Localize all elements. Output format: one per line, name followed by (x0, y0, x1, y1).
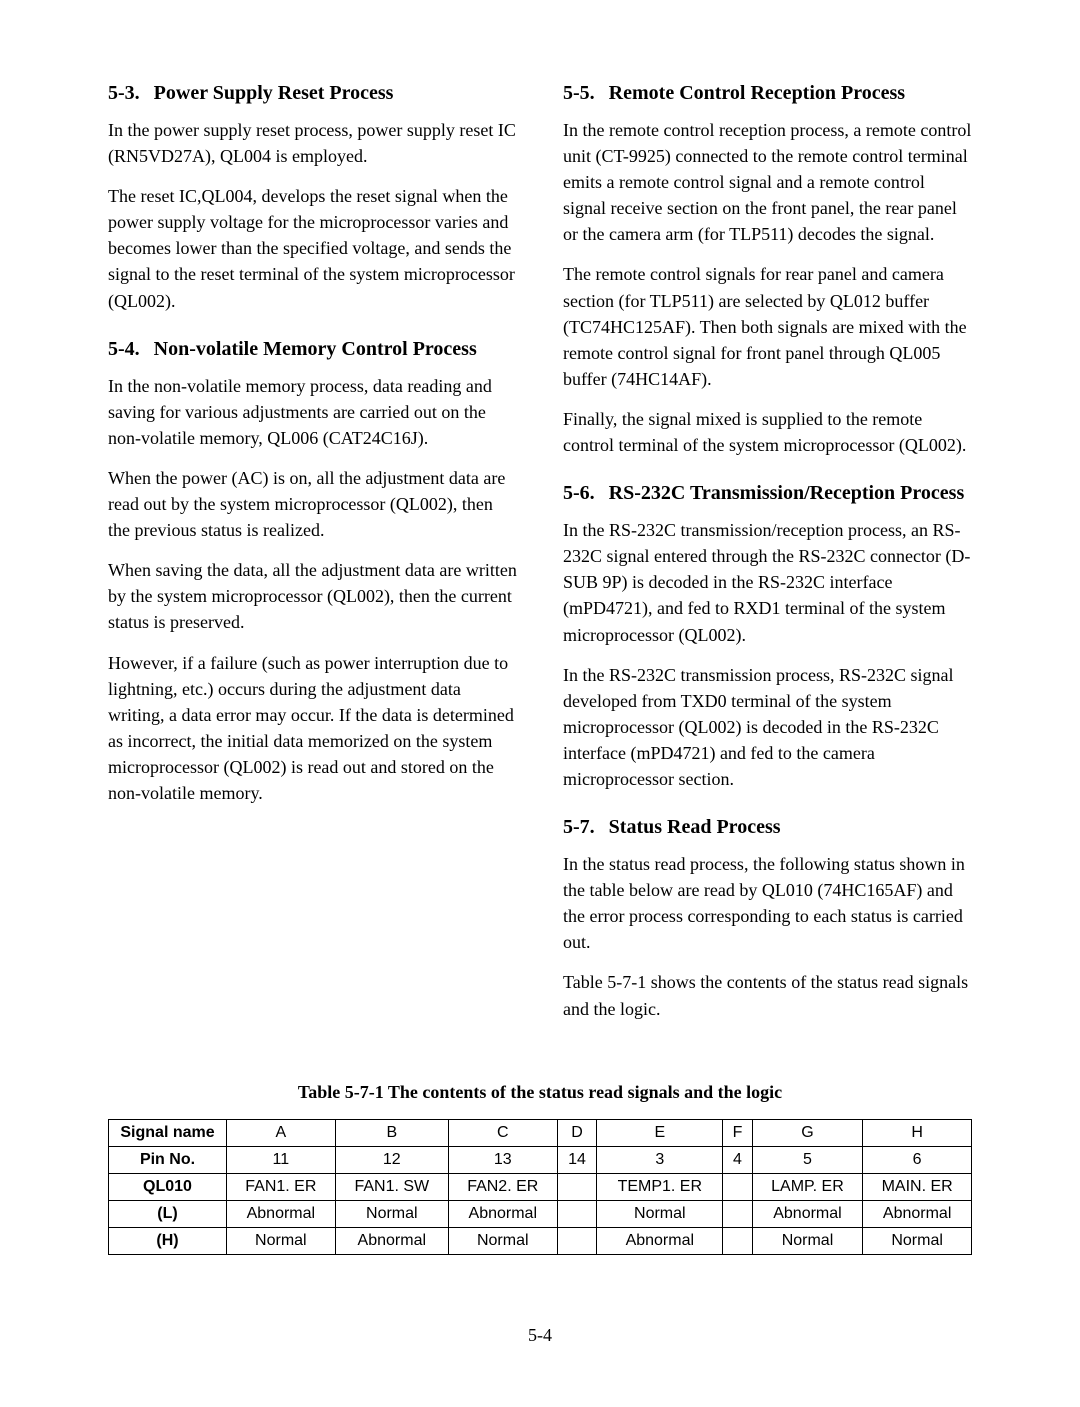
table-cell: FAN1. SW (335, 1173, 448, 1200)
heading-5-7: 5-7. Status Read Process (563, 816, 972, 839)
heading-number: 5-6. (563, 482, 595, 505)
table-cell (723, 1173, 752, 1200)
table-cell: Abnormal (448, 1200, 557, 1227)
heading-title: Remote Control Reception Process (609, 82, 905, 105)
table-cell: FAN2. ER (448, 1173, 557, 1200)
table-cell: H (863, 1119, 972, 1146)
status-read-table: Signal name A B C D E F G H Pin No. 11 1… (108, 1119, 972, 1255)
table-cell (557, 1200, 597, 1227)
table-cell: Abnormal (863, 1200, 972, 1227)
table-cell (557, 1173, 597, 1200)
table-row: Pin No. 11 12 13 14 3 4 5 6 (109, 1146, 972, 1173)
table-caption: Table 5-7-1 The contents of the status r… (108, 1082, 972, 1103)
table-cell: Normal (863, 1227, 972, 1254)
table-cell: Normal (448, 1227, 557, 1254)
heading-5-4: 5-4. Non-volatile Memory Control Process (108, 338, 517, 361)
table-cell: 3 (597, 1146, 723, 1173)
section-5-4: 5-4. Non-volatile Memory Control Process… (108, 338, 517, 806)
paragraph: The remote control signals for rear pane… (563, 261, 972, 391)
heading-5-6: 5-6. RS-232C Transmission/Reception Proc… (563, 482, 972, 505)
heading-number: 5-7. (563, 816, 595, 839)
table-cell: 14 (557, 1146, 597, 1173)
table-row: (H) Normal Abnormal Normal Abnormal Norm… (109, 1227, 972, 1254)
table-cell: B (335, 1119, 448, 1146)
table-cell (723, 1200, 752, 1227)
heading-number: 5-5. (563, 82, 595, 105)
section-5-7: 5-7. Status Read Process In the status r… (563, 816, 972, 1022)
table-cell: Abnormal (227, 1200, 336, 1227)
paragraph: In the RS-232C transmission process, RS-… (563, 662, 972, 792)
table-cell: Normal (335, 1200, 448, 1227)
table-cell: 12 (335, 1146, 448, 1173)
heading-number: 5-3. (108, 82, 140, 105)
row-header: Signal name (109, 1119, 227, 1146)
row-header: (H) (109, 1227, 227, 1254)
row-header: (L) (109, 1200, 227, 1227)
table-cell: Abnormal (335, 1227, 448, 1254)
section-5-6: 5-6. RS-232C Transmission/Reception Proc… (563, 482, 972, 792)
paragraph: In the power supply reset process, power… (108, 117, 517, 169)
table-cell: F (723, 1119, 752, 1146)
table-cell: D (557, 1119, 597, 1146)
table-cell: 6 (863, 1146, 972, 1173)
table-cell: TEMP1. ER (597, 1173, 723, 1200)
paragraph: However, if a failure (such as power int… (108, 650, 517, 807)
heading-5-5: 5-5. Remote Control Reception Process (563, 82, 972, 105)
paragraph: In the non-volatile memory process, data… (108, 373, 517, 451)
heading-title: Status Read Process (609, 816, 781, 839)
paragraph: Table 5-7-1 shows the contents of the st… (563, 969, 972, 1021)
left-column: 5-3. Power Supply Reset Process In the p… (108, 82, 517, 1046)
table-cell: LAMP. ER (752, 1173, 863, 1200)
right-column: 5-5. Remote Control Reception Process In… (563, 82, 972, 1046)
paragraph: The reset IC,QL004, develops the reset s… (108, 183, 517, 313)
table-row: Signal name A B C D E F G H (109, 1119, 972, 1146)
row-header: QL010 (109, 1173, 227, 1200)
page-number: 5-4 (108, 1325, 972, 1346)
paragraph: Finally, the signal mixed is supplied to… (563, 406, 972, 458)
table-cell: E (597, 1119, 723, 1146)
paragraph: When the power (AC) is on, all the adjus… (108, 465, 517, 543)
heading-5-3: 5-3. Power Supply Reset Process (108, 82, 517, 105)
table-cell: A (227, 1119, 336, 1146)
paragraph: In the remote control reception process,… (563, 117, 972, 247)
table-cell (557, 1227, 597, 1254)
table-cell: 4 (723, 1146, 752, 1173)
heading-title: Non-volatile Memory Control Process (154, 338, 477, 361)
paragraph: When saving the data, all the adjustment… (108, 557, 517, 635)
heading-title: Power Supply Reset Process (154, 82, 394, 105)
table-cell: FAN1. ER (227, 1173, 336, 1200)
table-cell: Normal (752, 1227, 863, 1254)
table-row: (L) Abnormal Normal Abnormal Normal Abno… (109, 1200, 972, 1227)
table-cell: 11 (227, 1146, 336, 1173)
table-cell (723, 1227, 752, 1254)
paragraph: In the status read process, the followin… (563, 851, 972, 955)
row-header: Pin No. (109, 1146, 227, 1173)
table-5-7-1-wrap: Table 5-7-1 The contents of the status r… (108, 1082, 972, 1255)
section-5-5: 5-5. Remote Control Reception Process In… (563, 82, 972, 458)
table-cell: Abnormal (752, 1200, 863, 1227)
table-cell: C (448, 1119, 557, 1146)
table-cell: 13 (448, 1146, 557, 1173)
paragraph: In the RS-232C transmission/reception pr… (563, 517, 972, 647)
table-cell: G (752, 1119, 863, 1146)
table-cell: Normal (597, 1200, 723, 1227)
heading-number: 5-4. (108, 338, 140, 361)
table-row: QL010 FAN1. ER FAN1. SW FAN2. ER TEMP1. … (109, 1173, 972, 1200)
table-cell: Normal (227, 1227, 336, 1254)
table-cell: MAIN. ER (863, 1173, 972, 1200)
section-5-3: 5-3. Power Supply Reset Process In the p… (108, 82, 517, 314)
table-cell: 5 (752, 1146, 863, 1173)
heading-title: RS-232C Transmission/Reception Process (609, 482, 965, 505)
table-cell: Abnormal (597, 1227, 723, 1254)
